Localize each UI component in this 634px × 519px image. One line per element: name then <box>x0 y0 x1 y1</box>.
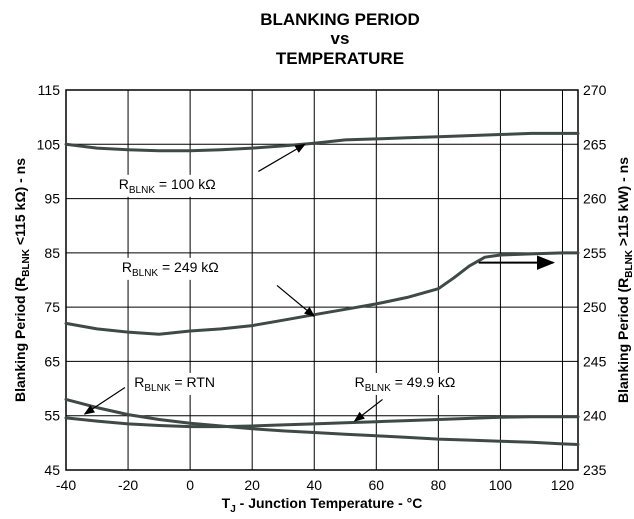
chart-title-line-2: vs <box>331 29 350 48</box>
y-left-tick-label: 55 <box>44 408 60 424</box>
annotation-label-2: RBLNK = 249 kΩ <box>122 259 219 279</box>
annotation-arrow-4 <box>353 398 383 422</box>
annotation-bg <box>115 174 219 197</box>
y-right-tick-label: 270 <box>583 82 607 98</box>
series-lines <box>64 131 580 446</box>
y-left-tick-label: 85 <box>44 245 60 261</box>
y-right-tick-label: 250 <box>583 299 607 315</box>
y-left-tick-label: 95 <box>44 191 60 207</box>
x-axis-title: TJ - Junction Temperature - °C <box>222 495 423 515</box>
x-tick-label: 80 <box>431 477 447 493</box>
annotation-bg <box>351 372 459 395</box>
x-tick-label: 40 <box>306 477 322 493</box>
y-left-tick-label: 105 <box>37 136 61 152</box>
x-tick-label: 0 <box>186 477 194 493</box>
chart-title-line-1: BLANKING PERIOD <box>260 10 420 29</box>
y-left-tick-label: 45 <box>44 462 60 478</box>
series-line-3 <box>64 397 580 446</box>
annotation-label-3: RBLNK = RTN <box>134 374 215 394</box>
x-tick-label: -20 <box>118 477 138 493</box>
y-right-tick-label: 260 <box>583 191 607 207</box>
annotation-arrow-1 <box>258 143 306 172</box>
y-right-tick-label: 235 <box>583 462 607 478</box>
y-right-axis-title: Blanking Period (RBLNK >115 kW) - ns <box>615 157 634 403</box>
series-line-2 <box>64 251 580 336</box>
annotation-arrow-2 <box>276 284 316 318</box>
plot-frame <box>65 89 579 471</box>
grid <box>65 89 579 471</box>
axis-titles: TJ - Junction Temperature - °C Blanking P… <box>12 157 634 515</box>
annotation-arrow-3 <box>83 386 126 415</box>
annotation-bg <box>118 257 222 280</box>
series-line-1 <box>64 131 580 153</box>
x-tick-label: -40 <box>56 477 76 493</box>
x-tick-label: 20 <box>244 477 260 493</box>
y-left-tick-label: 115 <box>38 82 61 98</box>
y-left-axis-title: Blanking Period (RBLNK <115 kΩ) - ns <box>12 158 32 402</box>
y-right-tick-label: 255 <box>583 245 607 261</box>
annotation-bg <box>131 372 219 395</box>
x-tick-label: 60 <box>369 477 385 493</box>
x-tick-label: 100 <box>489 477 513 493</box>
annotations: RBLNK = 100 kΩ RBLNK = 249 kΩ RBLNK = RTN R… <box>83 143 555 422</box>
y-right-tick-label: 265 <box>583 136 607 152</box>
y-left-tick-label: 75 <box>44 299 60 315</box>
annotation-label-4: RBLNK = 49.9 kΩ <box>355 374 456 394</box>
tick-labels: -40 -20 0 20 40 60 80 100 120 45 55 65 75 85 95 105 115 2… <box>37 82 607 493</box>
annotation-label-1: RBLNK = 100 kΩ <box>119 176 216 196</box>
y-right-tick-label: 240 <box>583 408 607 424</box>
y-left-tick-label: 65 <box>44 353 60 369</box>
chart-title-line-3: TEMPERATURE <box>276 49 404 68</box>
series-line-4 <box>64 415 580 429</box>
x-tick-label: 120 <box>551 477 575 493</box>
y-right-tick-label: 245 <box>583 353 607 369</box>
